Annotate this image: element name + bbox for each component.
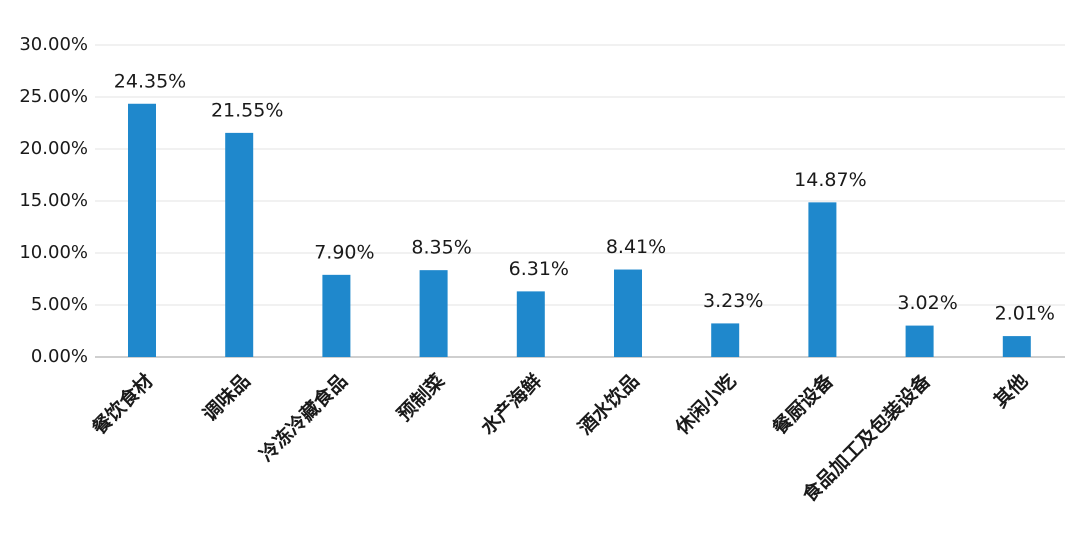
y-tick-label: 0.00% — [31, 346, 88, 367]
bar — [614, 269, 642, 357]
bar — [516, 291, 545, 357]
y-tick-label: 5.00% — [31, 294, 88, 315]
bar — [711, 323, 740, 357]
value-label: 3.02% — [897, 292, 957, 314]
value-label: 14.87% — [794, 169, 866, 191]
y-tick-label: 25.00% — [19, 86, 88, 107]
value-label: 7.90% — [314, 241, 374, 263]
x-tick-label: 酒水饮品 — [573, 369, 643, 439]
bar — [808, 202, 837, 357]
x-tick-label: 其他 — [989, 369, 1032, 412]
x-tick-label: 休闲小吃 — [670, 369, 741, 440]
y-tick-label: 15.00% — [19, 190, 88, 211]
value-label: 6.31% — [509, 258, 569, 280]
x-tick-label: 水产海鲜 — [476, 369, 546, 439]
x-tick-label: 餐厨设备 — [768, 368, 839, 439]
x-tick-label: 冷冻冷藏食品 — [255, 369, 352, 466]
y-tick-label: 30.00% — [19, 34, 88, 55]
value-label: 8.35% — [411, 237, 471, 259]
bar — [225, 132, 254, 357]
bar — [322, 274, 351, 357]
value-label: 2.01% — [995, 303, 1055, 325]
value-label: 3.23% — [703, 290, 763, 312]
value-label: 24.35% — [114, 70, 186, 92]
value-label: 8.41% — [606, 236, 666, 258]
y-tick-label: 20.00% — [19, 138, 88, 159]
x-tick-label: 调味品 — [199, 370, 255, 426]
y-tick-label: 10.00% — [19, 242, 88, 263]
bar — [128, 103, 156, 357]
bar — [905, 325, 934, 357]
x-tick-label: 预制菜 — [392, 369, 449, 426]
value-label: 21.55% — [211, 99, 283, 121]
bar — [419, 270, 448, 357]
bar — [1002, 336, 1031, 357]
x-tick-label: 餐饮食材 — [87, 369, 157, 439]
